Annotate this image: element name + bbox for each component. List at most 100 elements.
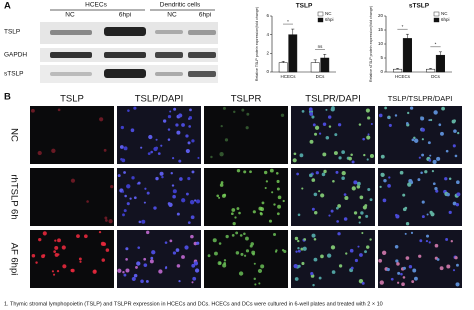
cell [406, 122, 409, 125]
cell [218, 242, 222, 245]
cell [396, 262, 400, 266]
panel-label: B [4, 92, 11, 103]
bar [310, 62, 320, 73]
cell [121, 190, 125, 193]
cell [453, 129, 457, 133]
cell [446, 192, 450, 197]
cell [353, 211, 358, 215]
cell [358, 278, 364, 284]
y-tick-label: 2 [266, 51, 269, 56]
cell [328, 125, 332, 128]
column-header: TSLPR/DAPI [305, 94, 360, 105]
cell [185, 134, 189, 138]
cell [456, 180, 460, 185]
cell [276, 179, 280, 183]
cell [402, 193, 406, 197]
cell [320, 193, 325, 198]
cell [51, 270, 55, 273]
cell [421, 200, 425, 204]
legend-label: NC [441, 11, 448, 16]
cell [409, 106, 414, 110]
y-tick-label: 6 [266, 13, 269, 18]
cell [401, 282, 405, 287]
cell [220, 181, 224, 184]
column-header: TSLP [60, 94, 84, 105]
cell [436, 156, 441, 161]
cell [318, 276, 322, 280]
cell [343, 193, 347, 196]
cell [397, 271, 401, 275]
cell [453, 119, 456, 123]
cell [404, 232, 407, 235]
cell [172, 157, 175, 160]
cell [84, 234, 88, 239]
cell [365, 214, 369, 218]
cell [140, 279, 144, 284]
lane-label: NC [65, 12, 75, 19]
blot-row-label: GAPDH [4, 52, 27, 59]
cell [452, 144, 456, 148]
cell [388, 176, 391, 179]
cell [216, 194, 220, 198]
cell [78, 257, 82, 261]
cell [318, 190, 321, 193]
cell [234, 216, 237, 219]
cell [297, 247, 300, 250]
cell [147, 152, 151, 156]
cell [263, 170, 268, 175]
cell [420, 171, 423, 174]
panel-label: A [4, 1, 11, 12]
cell [404, 206, 408, 210]
cell [294, 277, 299, 281]
cell [218, 196, 221, 199]
cell [311, 207, 315, 211]
cell [119, 145, 124, 149]
cell [217, 261, 222, 266]
cell [358, 123, 362, 126]
cell [271, 191, 274, 194]
cell [54, 245, 59, 250]
cell [411, 138, 415, 142]
micrograph-bg [30, 106, 114, 164]
cell [238, 271, 244, 276]
cell [383, 178, 387, 183]
cell [418, 254, 422, 258]
cell [369, 154, 374, 159]
cell [361, 232, 364, 235]
cell [331, 270, 336, 274]
cell [123, 209, 127, 213]
cell [421, 215, 425, 219]
cell [408, 265, 413, 269]
cell [325, 135, 330, 140]
cell [359, 253, 363, 257]
micrograph [204, 106, 288, 164]
cell [187, 141, 191, 145]
cell [187, 221, 191, 224]
cell [326, 253, 332, 258]
cell [123, 171, 126, 174]
cell [105, 219, 108, 222]
cell [438, 123, 442, 127]
micrograph [30, 106, 114, 164]
cell [127, 109, 130, 112]
cell [172, 194, 176, 199]
cell [452, 269, 456, 272]
cell [309, 173, 313, 178]
cell [322, 122, 327, 126]
cell [254, 283, 257, 286]
cell [143, 263, 148, 268]
cell [402, 276, 406, 279]
significance: * [287, 19, 289, 24]
micrograph [30, 230, 114, 288]
cell [367, 188, 371, 192]
cell [268, 219, 273, 223]
cell [149, 259, 154, 264]
cell [341, 170, 346, 176]
cell [79, 260, 82, 263]
cell [456, 263, 459, 267]
cell [269, 168, 274, 173]
cell [295, 250, 298, 253]
cell [124, 194, 127, 198]
cell [214, 251, 218, 256]
lane-label: 6hpi [199, 12, 211, 19]
